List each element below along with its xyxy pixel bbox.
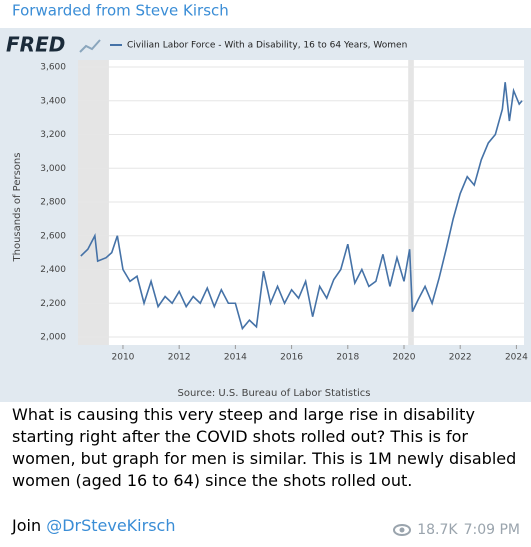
y-tick-label: 2,800 [40, 198, 66, 208]
y-tick-label: 2,200 [40, 299, 66, 309]
fred-logo: FRED [6, 33, 65, 57]
message-footer: Join @DrSteveKirsch 18.7K 7:09 PM [12, 516, 520, 538]
join-label: Join [12, 516, 42, 535]
y-tick-label: 3,400 [40, 96, 66, 106]
x-tick-label: 2012 [168, 353, 191, 363]
x-tick-label: 2020 [393, 353, 416, 363]
y-tick-label: 2,400 [40, 265, 66, 275]
post-chart: Forwarded from Steve Kirsch FRED Civilia… [0, 2, 531, 402]
y-tick-label: 2,600 [40, 231, 66, 241]
time: 7:09 PM [463, 522, 520, 538]
logo-icon [79, 39, 101, 53]
x-tick-label: 2016 [280, 353, 303, 363]
legend-label: Civilian Labor Force - With a Disability… [127, 41, 407, 51]
views-count: 18.7K [417, 522, 458, 538]
x-tick-label: 2022 [449, 353, 472, 363]
y-tick-label: 3,600 [40, 63, 66, 73]
message-text: What is causing this very steep and larg… [12, 405, 517, 490]
y-tick-label: 3,200 [40, 130, 66, 140]
mention-link[interactable]: @DrSteveKirsch [46, 516, 176, 535]
source-note: Source: U.S. Bureau of Labor Statistics [178, 388, 371, 399]
x-tick-label: 2010 [112, 353, 135, 363]
x-tick-label: 2024 [505, 353, 528, 363]
data-line [80, 82, 523, 331]
y-tick-label: 2,000 [40, 333, 66, 343]
x-tick-label: 2014 [224, 353, 247, 363]
y-axis-label: Thousands of Persons [12, 153, 23, 263]
x-tick-label: 2018 [336, 353, 359, 363]
message-meta: 18.7K 7:09 PM [393, 522, 520, 538]
views-icon [393, 524, 412, 536]
forwarded-header[interactable]: Forwarded from Steve Kirsch [12, 2, 229, 20]
y-tick-label: 3,000 [40, 164, 66, 174]
